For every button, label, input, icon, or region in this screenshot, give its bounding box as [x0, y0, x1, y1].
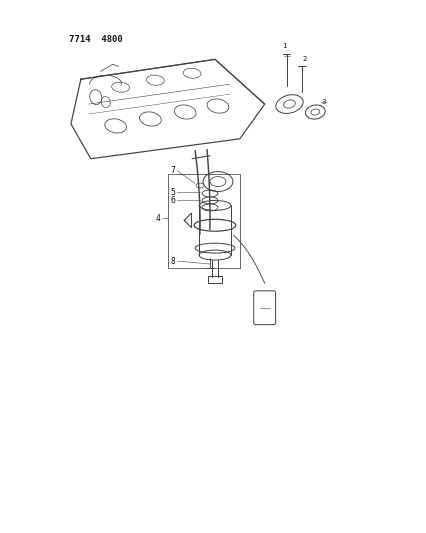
Bar	[207, 276, 222, 283]
Text: 8: 8	[170, 256, 175, 265]
Text: 7: 7	[170, 166, 175, 175]
Text: 4: 4	[155, 214, 160, 223]
Text: 1: 1	[282, 43, 286, 50]
Text: 3: 3	[320, 99, 325, 105]
Text: 7714  4800: 7714 4800	[69, 35, 122, 44]
Text: 5: 5	[170, 188, 175, 197]
Text: 2: 2	[302, 56, 306, 62]
Text: 6: 6	[170, 196, 175, 205]
